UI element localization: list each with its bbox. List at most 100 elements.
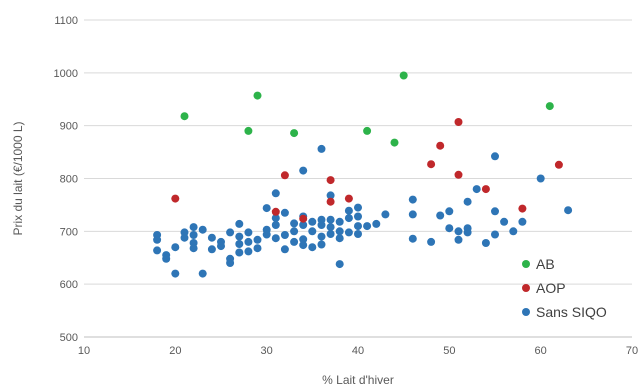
y-tick-label: 800 [60,174,78,186]
data-point-sans-siqo [171,243,180,252]
data-point-sans-siqo [198,225,207,234]
data-point-sans-siqo [354,230,362,238]
data-point-aop [299,214,308,223]
data-point-sans-siqo [354,203,362,212]
data-point-sans-siqo [189,244,198,253]
legend: AB AOP Sans SIQO [522,256,607,320]
data-point-sans-siqo [509,227,518,236]
legend-label-sans-siqo: Sans SIQO [536,304,607,320]
legend-marker-ab [522,260,530,268]
data-point-sans-siqo [180,228,189,237]
data-point-aop [171,194,180,203]
data-point-sans-siqo [299,221,308,229]
data-point-aop [326,197,335,206]
data-point-aop [554,160,563,169]
data-point-sans-siqo [271,189,280,198]
data-point-sans-siqo [427,237,436,246]
data-point-sans-siqo [472,185,481,194]
data-point-ab [363,126,372,135]
data-point-sans-siqo [189,223,198,232]
data-point-sans-siqo [262,204,271,213]
data-point-sans-siqo [317,232,326,241]
data-point-sans-siqo [463,197,472,206]
data-point-sans-siqo [354,222,362,231]
data-point-sans-siqo [207,233,216,242]
data-point-sans-siqo [491,207,499,216]
data-point-sans-siqo [244,247,253,256]
data-point-sans-siqo [253,235,262,244]
data-point-sans-siqo [491,230,499,239]
x-tick-label: 40 [352,345,364,357]
x-tick-label: 30 [261,345,273,357]
data-point-sans-siqo [290,219,299,228]
data-point-sans-siqo [280,245,289,254]
gridlines [84,19,632,285]
y-tick-label: 700 [60,226,78,238]
data-point-sans-siqo [262,230,271,239]
legend-marker-sans-siqo [522,308,530,316]
data-point-sans-siqo [299,235,308,244]
data-point-aop [271,207,280,216]
data-point-sans-siqo [408,195,417,204]
data-point-sans-siqo [271,214,280,223]
legend-marker-aop [522,284,530,292]
x-axis-title: % Lait d'hiver [322,373,394,387]
data-point-sans-siqo [290,227,299,236]
data-point-sans-siqo [271,234,280,243]
data-point-ab [390,138,399,147]
x-tick-label: 60 [535,345,547,357]
data-point-sans-siqo [244,237,253,246]
data-point-sans-siqo [171,269,180,278]
data-point-sans-siqo [299,241,308,250]
data-point-sans-siqo [317,144,326,153]
data-point-sans-siqo [244,228,253,237]
data-point-sans-siqo [436,211,445,220]
y-tick-label: 500 [60,332,78,344]
data-point-sans-siqo [408,234,417,243]
data-point-sans-siqo [536,174,545,183]
data-point-sans-siqo [217,242,225,251]
data-point-sans-siqo [280,231,289,239]
x-tick-label: 20 [169,345,181,357]
data-point-sans-siqo [363,222,372,231]
data-point-sans-siqo [518,217,527,226]
data-point-sans-siqo [308,243,317,252]
data-point-ab [244,126,253,135]
y-tick-label: 900 [60,121,78,133]
data-point-sans-siqo [491,152,499,161]
data-point-aop [326,176,335,185]
data-point-ab [290,129,299,138]
data-point-sans-siqo [500,217,509,226]
data-point-sans-siqo [235,219,244,228]
y-axis-title: Prix du lait (€/1000 L) [11,121,25,235]
data-point-ab [399,71,408,80]
data-point-sans-siqo [335,217,344,226]
data-point-sans-siqo [317,240,326,249]
data-point-sans-siqo [463,228,472,237]
data-point-sans-siqo [153,235,162,244]
data-point-sans-siqo [189,231,198,239]
data-point-sans-siqo [344,206,353,215]
data-point-sans-siqo [381,210,390,219]
data-point-sans-siqo [564,206,573,215]
data-point-sans-siqo [326,223,335,232]
data-point-sans-siqo [308,227,317,236]
data-point-sans-siqo [344,214,353,223]
data-point-sans-siqo [198,269,207,278]
data-point-sans-siqo [354,212,362,221]
data-point-sans-siqo [253,244,262,253]
y-tick-label: 600 [60,279,78,291]
x-tick-label: 50 [443,345,455,357]
data-point-aop [454,170,463,179]
data-point-sans-siqo [335,227,344,236]
data-point-sans-siqo [445,224,454,233]
data-points [153,71,573,278]
data-point-sans-siqo [326,215,335,224]
y-tick-label: 1100 [54,15,78,27]
data-point-sans-siqo [454,227,463,236]
data-point-aop [344,194,353,203]
data-point-sans-siqo [317,221,326,229]
x-tick-label: 70 [626,345,638,357]
